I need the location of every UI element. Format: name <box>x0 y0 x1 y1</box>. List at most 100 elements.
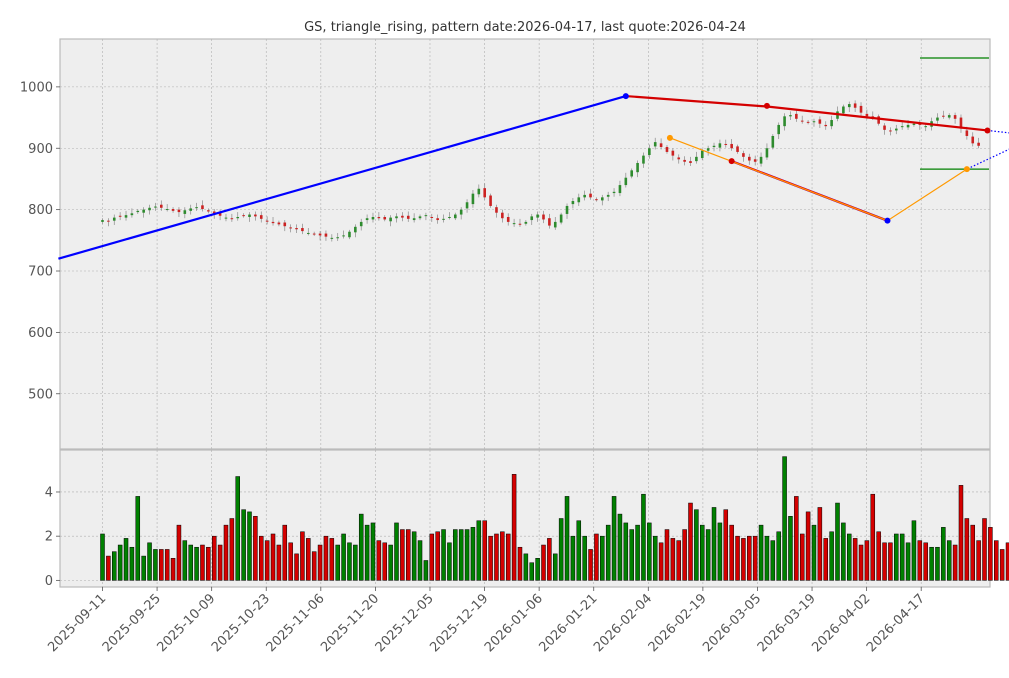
candle-body <box>577 197 581 203</box>
volume-bar <box>988 527 993 581</box>
candle-body <box>289 227 292 229</box>
candle-body <box>207 210 210 212</box>
volume-bar <box>270 533 276 581</box>
volume-bar <box>400 529 405 581</box>
volume-bar <box>458 529 464 581</box>
volume-bar <box>200 544 205 581</box>
volume-bar <box>435 531 440 581</box>
candle-body <box>471 193 475 205</box>
volume-tick-label: 4 <box>45 485 53 500</box>
candle-body <box>912 123 916 125</box>
volume-bar <box>888 542 893 581</box>
candle-body <box>212 211 216 214</box>
candle-body <box>107 220 110 222</box>
volume-bar <box>294 553 299 581</box>
pattern-overlay <box>58 57 1009 260</box>
candle-body <box>559 214 563 223</box>
volume-bar <box>694 509 699 581</box>
volume-bar <box>558 518 564 581</box>
candle-body <box>924 126 927 128</box>
volume-bar <box>1005 542 1009 581</box>
volume-bar <box>259 535 264 581</box>
pattern-point <box>728 158 735 165</box>
candle-body <box>542 214 545 220</box>
candle-body <box>606 194 610 197</box>
volume-bar <box>705 529 711 581</box>
price-tick-label: 700 <box>28 265 53 280</box>
volume-bar <box>247 511 252 581</box>
candle-body <box>330 237 334 239</box>
candle-body <box>483 188 486 198</box>
candle-body <box>477 188 481 195</box>
candle-body <box>601 197 604 201</box>
volume-bar <box>447 542 452 581</box>
volume-tick-label: 2 <box>45 530 53 545</box>
candle-body <box>406 215 410 219</box>
volume-bar <box>517 546 523 581</box>
volume-bar <box>464 529 470 581</box>
volume-bar <box>564 496 570 581</box>
volume-bar <box>999 549 1005 581</box>
volume-bar <box>858 544 864 581</box>
volume-bar <box>576 520 582 581</box>
candle-body <box>971 136 975 144</box>
candle-body <box>271 221 275 224</box>
volume-bar <box>735 535 740 581</box>
pattern-line <box>966 129 1009 170</box>
volume-bar <box>529 562 534 581</box>
candle-body <box>118 215 122 217</box>
volume-bar <box>211 535 217 581</box>
volume-bar <box>964 518 970 581</box>
volume-bar <box>600 535 605 581</box>
volume-bar <box>658 542 664 581</box>
volume-bar <box>106 555 111 581</box>
candle-body <box>171 209 175 211</box>
volume-bar <box>241 509 246 581</box>
pattern-point <box>666 134 673 141</box>
volume-bar <box>841 522 846 581</box>
pattern-point <box>963 166 970 173</box>
volume-bar <box>494 533 499 581</box>
candle-body <box>359 221 363 227</box>
candle-body <box>183 210 187 214</box>
candle-body <box>653 142 657 147</box>
volume-bar <box>300 531 305 581</box>
candle-body <box>454 214 457 219</box>
candle-body <box>630 170 633 177</box>
volume-bar <box>159 549 164 581</box>
volume-bar <box>717 522 723 581</box>
candle-body <box>736 146 739 152</box>
volume-bar <box>929 546 934 581</box>
candle-body <box>800 120 804 122</box>
volume-bar <box>311 551 317 581</box>
candle-body <box>377 216 381 219</box>
candle-body <box>789 115 792 117</box>
volume-bar <box>829 531 834 581</box>
volume-bar <box>799 533 805 581</box>
candle-body <box>371 216 375 220</box>
candle-body <box>683 159 686 162</box>
candle-body <box>342 235 345 237</box>
volume-bar <box>511 474 517 581</box>
volume-bar <box>617 513 623 581</box>
candle-body <box>883 125 886 130</box>
candle-body <box>489 195 492 206</box>
volume-bar <box>353 544 358 581</box>
volume-bar <box>664 529 670 581</box>
candle-body <box>224 217 228 219</box>
candle-body <box>824 124 828 127</box>
volume-bar <box>341 533 346 581</box>
candle-body <box>312 233 316 235</box>
candle-body <box>336 237 339 239</box>
volume-bar <box>894 533 899 581</box>
volume-bar <box>870 493 876 581</box>
volume-bar <box>317 544 323 581</box>
volume-bar <box>605 524 611 581</box>
candle-body <box>583 194 586 198</box>
candle-body <box>571 201 575 205</box>
volume-bar <box>488 535 493 581</box>
volume-bar <box>117 544 123 581</box>
candle-body <box>354 226 357 233</box>
candle-body <box>553 221 557 228</box>
volume-bar <box>235 476 240 581</box>
